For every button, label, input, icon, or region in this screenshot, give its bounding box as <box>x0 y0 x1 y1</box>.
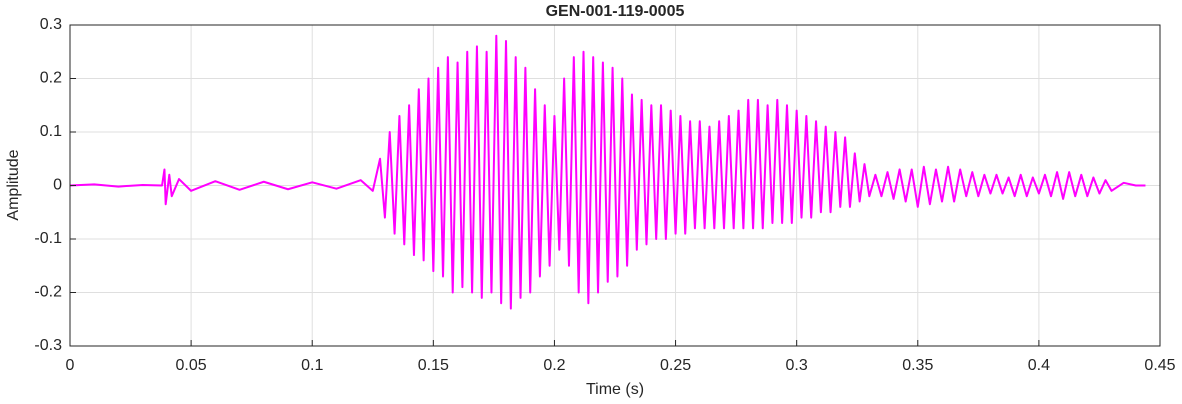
y-tick-label: -0.3 <box>34 337 62 354</box>
plot <box>69 34 1146 310</box>
y-tick-label: 0.3 <box>40 16 62 33</box>
y-tick-label: 0 <box>53 177 62 194</box>
y-tick-label: 0.2 <box>40 70 62 87</box>
x-tick-label: 0.35 <box>902 357 933 374</box>
x-tick-label: 0.05 <box>176 357 207 374</box>
x-tick-label: 0.3 <box>786 357 808 374</box>
x-tick-label: 0.15 <box>418 357 449 374</box>
x-axis-label: Time (s) <box>586 381 644 398</box>
y-tick-label: 0.1 <box>40 123 62 140</box>
y-tick-label: -0.2 <box>34 284 62 301</box>
waveform-line <box>69 34 1146 310</box>
x-tick-label: 0.45 <box>1144 357 1175 374</box>
y-axis-label: Amplitude <box>5 149 22 220</box>
x-tick-label: 0 <box>66 357 75 374</box>
x-tick-label: 0.1 <box>301 357 323 374</box>
y-tick-label: -0.1 <box>34 230 62 247</box>
chart-title: GEN-001-119-0005 <box>546 3 685 20</box>
x-tick-label: 0.25 <box>660 357 691 374</box>
x-tick-label: 0.4 <box>1028 357 1050 374</box>
x-tick-label: 0.2 <box>543 357 565 374</box>
